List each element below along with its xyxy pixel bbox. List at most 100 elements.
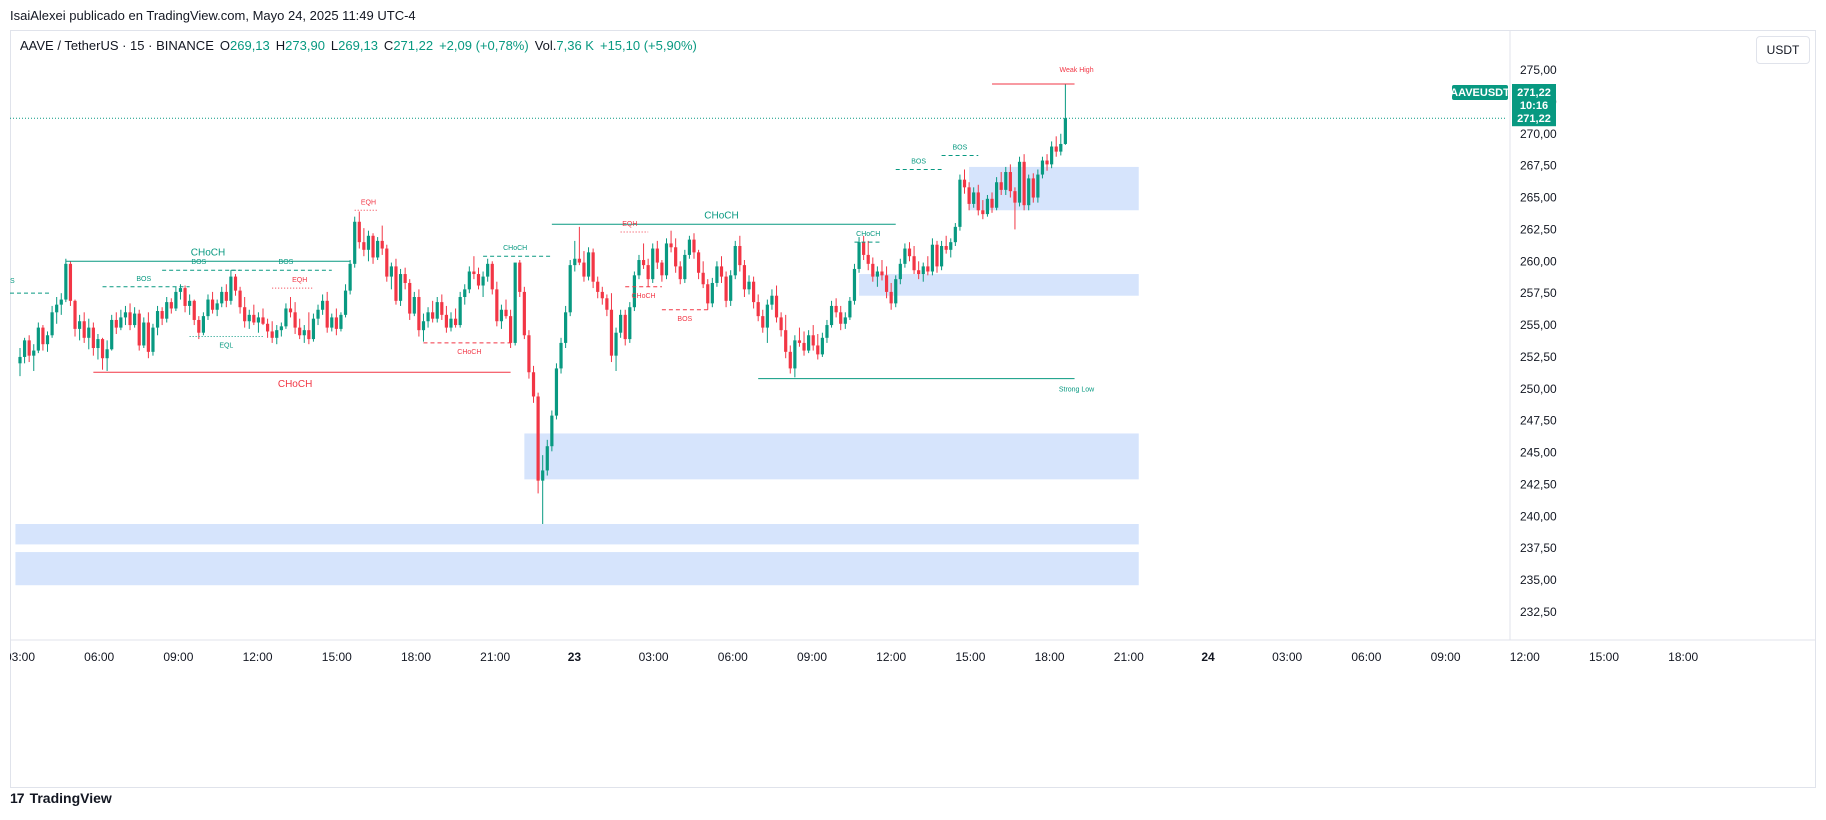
price-tick-label: 245,00: [1520, 446, 1557, 460]
candle-body: [738, 245, 742, 266]
candle-body: [155, 311, 160, 328]
candle-body: [293, 312, 297, 328]
low-label: L: [330, 38, 339, 53]
candle-body: [197, 319, 201, 333]
candle-body: [325, 300, 329, 328]
candle-body: [486, 263, 490, 277]
open-value: 269,13: [230, 38, 270, 53]
candle-body: [655, 248, 659, 263]
candle-body: [435, 302, 439, 319]
last-price-tag[interactable]: [1512, 84, 1556, 114]
candle-body: [426, 312, 430, 322]
candle-body: [1004, 172, 1008, 190]
structure-label: EQL: [219, 343, 233, 350]
candle-body: [114, 319, 118, 328]
price-tick-label: 240,00: [1520, 509, 1557, 523]
candle-body: [944, 245, 948, 250]
time-tick-label: 09:00: [797, 650, 827, 664]
symbol-price-tag[interactable]: [1452, 85, 1508, 100]
candle-body: [829, 305, 834, 326]
candle-body: [752, 281, 756, 303]
candle-body: [334, 317, 338, 329]
structure-label: CHoCH: [631, 293, 655, 300]
candle-body: [995, 182, 999, 208]
candle-body: [73, 300, 77, 329]
level-label: Strong Low: [1059, 387, 1095, 394]
candle-body: [256, 317, 261, 323]
candle-body: [1040, 160, 1045, 175]
time-tick-label: 18:00: [1035, 650, 1065, 664]
candle-body: [68, 263, 73, 301]
candle-body: [692, 239, 696, 253]
symbol-name[interactable]: AAVE / TetherUS · 15 · BINANCE: [20, 38, 214, 53]
candle-body: [133, 313, 137, 326]
time-tick-label: 21:00: [1114, 650, 1144, 664]
candle-body: [252, 314, 256, 323]
high-value: 273,90: [285, 38, 325, 53]
candle-body: [976, 192, 980, 211]
candle-body: [678, 266, 682, 280]
structure-label: S: [10, 278, 15, 285]
candle-body: [564, 312, 568, 343]
candle-body: [348, 263, 352, 291]
candle-body: [866, 254, 870, 264]
candle-body: [1031, 178, 1035, 198]
candle-body: [825, 325, 829, 338]
candle-body: [32, 350, 36, 356]
candle-body: [412, 297, 416, 314]
candle-body: [82, 321, 86, 338]
candle-body: [151, 327, 155, 352]
currency-button[interactable]: USDT: [1756, 36, 1810, 64]
candle-body: [784, 330, 788, 352]
candle-body: [573, 258, 577, 266]
candle-body: [619, 314, 623, 333]
time-tick-label: 12:00: [243, 650, 273, 664]
candle-body: [1063, 118, 1067, 144]
candle-body: [41, 327, 45, 345]
candle-body: [614, 332, 618, 356]
candle-body: [926, 266, 930, 272]
structure-label: EQH: [622, 221, 637, 228]
candle-body: [958, 179, 962, 227]
last-price-axis-value: 271,22: [1517, 113, 1551, 125]
time-tick-label: 24: [1201, 650, 1215, 664]
order-block-zone: [969, 166, 1139, 211]
candle-body: [600, 291, 604, 299]
tradingview-logo[interactable]: 17 TradingView: [10, 790, 112, 806]
candle-body: [935, 244, 939, 267]
structure-label: CHoCH: [278, 379, 312, 390]
candle-body: [330, 317, 334, 328]
candle-body: [930, 244, 935, 272]
candle-body: [527, 335, 531, 373]
structure-label: BOS: [136, 276, 151, 283]
candle-body: [210, 299, 215, 310]
structure-label: BOS: [279, 259, 294, 266]
open-label: O: [219, 38, 230, 53]
candle-body: [91, 327, 95, 349]
candle-body: [220, 291, 224, 304]
candle-body: [522, 291, 526, 336]
candle-body: [724, 276, 728, 301]
candle-body: [637, 260, 641, 276]
candle-body: [715, 266, 719, 283]
candle-body: [1017, 161, 1022, 203]
candle-body: [953, 226, 957, 243]
price-tick-label: 250,00: [1520, 382, 1557, 396]
candle-body: [508, 316, 513, 343]
candle-body: [949, 242, 953, 250]
candle-body: [669, 243, 673, 248]
candle-body: [311, 318, 316, 340]
candle-body: [160, 311, 164, 319]
candle-body: [146, 322, 150, 352]
candle-body: [178, 288, 183, 292]
candle-body: [981, 210, 985, 215]
candle-body: [797, 340, 802, 343]
candle-body: [646, 265, 650, 280]
candle-body: [458, 297, 462, 326]
order-block-zone: [859, 274, 1139, 296]
candle-body: [632, 275, 636, 308]
candle-body: [27, 340, 31, 356]
price-tick-label: 255,00: [1520, 318, 1557, 332]
candle-body: [398, 274, 403, 301]
